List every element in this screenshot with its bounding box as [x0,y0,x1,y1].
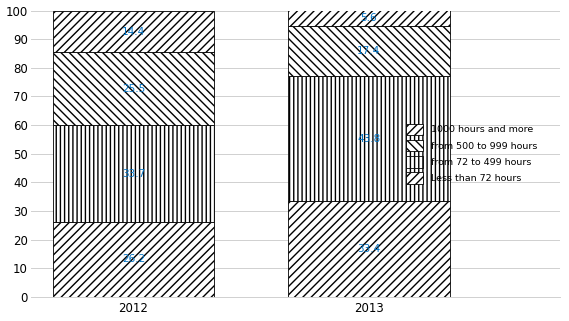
Bar [53,52,215,126]
Text: 17.4: 17.4 [357,46,381,56]
Bar [288,76,450,201]
Bar [53,11,215,52]
Bar [288,201,450,297]
Text: 5.6: 5.6 [361,13,377,23]
Text: 33.4: 33.4 [357,244,381,254]
Bar [288,26,450,76]
Bar [53,222,215,297]
Text: 25.5: 25.5 [122,84,145,94]
Bar [53,126,215,222]
Text: 33.7: 33.7 [122,169,145,178]
Legend: 1000 hours and more, from 500 to 999 hours, from 72 to 499 hours, Less than 72 h: 1000 hours and more, from 500 to 999 hou… [406,124,537,184]
Bar [288,10,450,26]
Text: 43.8: 43.8 [357,134,381,143]
Text: 14.4: 14.4 [122,27,145,37]
Text: 26.2: 26.2 [122,254,145,265]
